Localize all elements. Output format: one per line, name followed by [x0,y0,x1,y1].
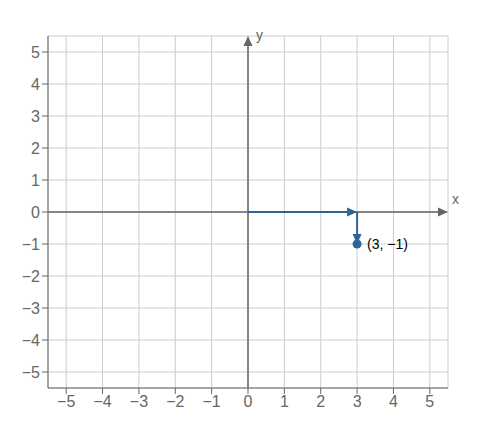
svg-text:3: 3 [353,393,362,410]
svg-text:−4: −4 [22,332,40,349]
svg-text:−1: −1 [203,393,221,410]
svg-text:4: 4 [31,76,40,93]
svg-text:−1: −1 [22,236,40,253]
svg-text:−4: −4 [93,393,111,410]
svg-text:5: 5 [425,393,434,410]
svg-text:−3: −3 [22,300,40,317]
svg-text:1: 1 [280,393,289,410]
svg-text:2: 2 [316,393,325,410]
svg-text:−2: −2 [166,393,184,410]
svg-text:y: y [256,27,263,43]
svg-text:4: 4 [389,393,398,410]
svg-text:2: 2 [31,140,40,157]
svg-text:0: 0 [31,204,40,221]
svg-text:0: 0 [244,393,253,410]
svg-text:3: 3 [31,108,40,125]
svg-text:−5: −5 [57,393,75,410]
svg-text:x: x [452,191,459,207]
svg-text:(3, −1): (3, −1) [367,236,408,252]
svg-text:5: 5 [31,44,40,61]
svg-text:−2: −2 [22,268,40,285]
svg-text:−3: −3 [130,393,148,410]
svg-text:−5: −5 [22,364,40,381]
svg-text:1: 1 [31,172,40,189]
